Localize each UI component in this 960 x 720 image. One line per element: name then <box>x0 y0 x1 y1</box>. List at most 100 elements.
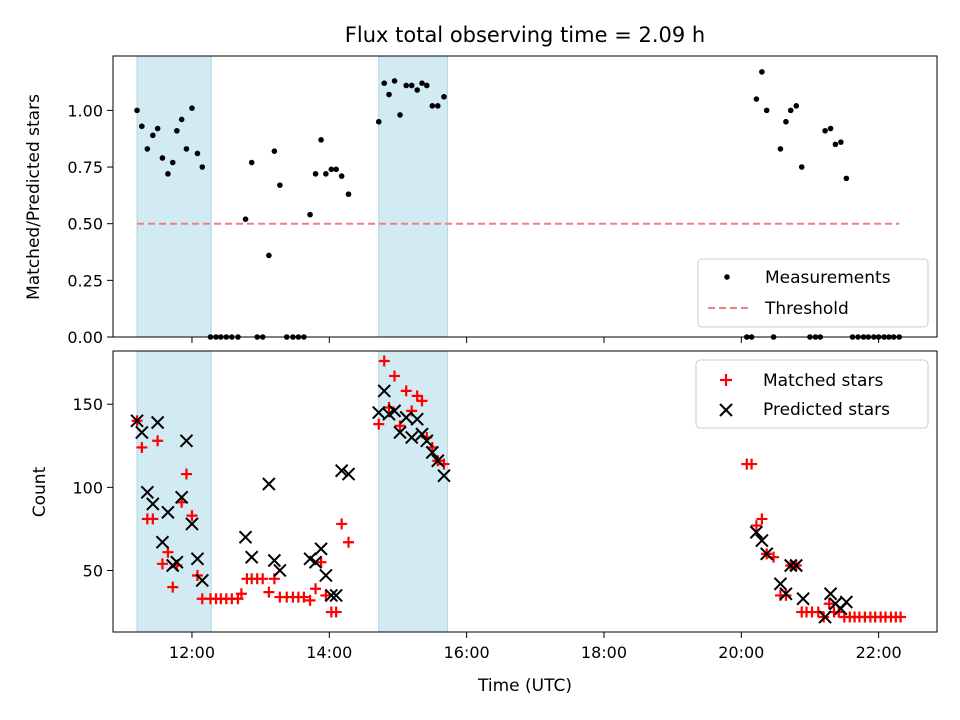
y-tick-label: 50 <box>83 561 103 580</box>
predicted-star-point <box>267 553 282 568</box>
predicted-star-point <box>179 434 194 448</box>
predicted-star-point <box>174 490 189 505</box>
measurement-point <box>134 107 140 114</box>
measurement-point <box>386 91 392 98</box>
predicted-stars-points <box>130 384 854 624</box>
predicted-star-point <box>425 445 440 460</box>
measurement-point <box>832 141 839 148</box>
predicted-star-point <box>140 485 155 500</box>
measurement-point <box>333 166 339 173</box>
predicted-star-point <box>773 577 788 591</box>
predicted-star-point <box>749 525 764 539</box>
predicted-star-point <box>437 468 451 483</box>
bottom-y-axis-label: Count <box>30 466 50 517</box>
measurement-point <box>441 93 447 100</box>
measurement-point <box>783 118 789 125</box>
x-tick-label: 18:00 <box>581 643 627 662</box>
legend-marker-matched-stars <box>720 374 732 386</box>
matched-stars-points <box>131 355 907 623</box>
matched-star-point <box>167 581 179 593</box>
top-panel: 0.00 0.25 0.50 0.75 1.00 Matched/Predicted s… <box>24 55 938 347</box>
matched-star-point <box>895 611 907 623</box>
predicted-star-point <box>818 610 832 624</box>
matched-star-point <box>152 435 164 447</box>
top-legend-box <box>697 258 929 328</box>
predicted-star-point <box>404 430 419 445</box>
measurement-point <box>345 191 352 198</box>
x-axis-label: Time (UTC) <box>477 676 572 696</box>
matched-star-point <box>235 588 247 600</box>
legend-label-measurements: Measurements <box>765 268 891 288</box>
matched-star-point <box>823 598 835 610</box>
top-x-ticks <box>191 337 880 343</box>
measurement-point <box>312 171 319 177</box>
matched-star-point <box>315 556 327 568</box>
chart-title: Flux total observing time = 2.09 h <box>345 23 705 47</box>
measurement-point <box>189 105 195 111</box>
predicted-star-point <box>308 555 323 569</box>
y-tick-label: 1.00 <box>67 101 103 120</box>
predicted-star-point <box>377 384 391 398</box>
measurement-point <box>763 107 770 114</box>
matched-star-point <box>389 370 401 382</box>
top-y-axis-label: Matched/Predicted stars <box>24 94 44 300</box>
measurement-point <box>183 146 190 152</box>
measurement-point <box>753 96 760 102</box>
matched-star-point <box>304 594 316 606</box>
predicted-star-point <box>170 555 184 569</box>
legend-marker-measurements <box>724 274 730 280</box>
matched-star-point <box>156 558 168 570</box>
legend-label-matched-stars: Matched stars <box>763 371 883 391</box>
top-legend: Measurements Threshold <box>697 258 929 328</box>
x-tick-label: 12:00 <box>169 643 215 662</box>
predicted-star-point <box>273 563 287 578</box>
predicted-star-point <box>415 427 429 441</box>
matched-star-point <box>257 573 269 585</box>
predicted-star-point <box>150 415 165 430</box>
predicted-star-point <box>755 533 769 548</box>
predicted-star-point <box>319 568 333 583</box>
measurement-point <box>381 80 388 86</box>
x-tick-label: 22:00 <box>856 643 902 662</box>
matched-star-point <box>383 402 395 414</box>
matched-star-point <box>180 468 192 480</box>
bottom-legend-box <box>695 359 929 429</box>
measurement-point <box>199 164 206 170</box>
measurement-point <box>271 148 278 154</box>
matched-star-point <box>812 606 824 618</box>
measurement-point <box>414 87 420 93</box>
y-tick-label: 0.00 <box>67 328 103 347</box>
measurement-point <box>827 125 834 132</box>
measurement-point <box>174 127 180 134</box>
measurement-point <box>429 103 436 109</box>
matched-star-point <box>416 395 428 407</box>
measurement-point <box>787 107 794 114</box>
measurement-point <box>307 211 313 218</box>
legend-label-threshold: Threshold <box>764 299 849 319</box>
y-tick-label: 0.25 <box>67 271 103 290</box>
predicted-star-point <box>759 547 774 561</box>
measurement-point <box>822 127 828 134</box>
measurement-point <box>194 150 201 157</box>
measurement-point <box>793 103 800 109</box>
measurement-point <box>154 125 161 132</box>
top-plot-frame <box>112 55 938 338</box>
measurement-point <box>165 171 171 177</box>
measurement-point <box>391 78 398 84</box>
predicted-star-point <box>410 412 424 426</box>
measurement-point <box>277 182 283 188</box>
measurement-point <box>424 82 430 89</box>
predicted-star-point <box>130 414 144 428</box>
predicted-star-point <box>823 587 838 601</box>
predicted-star-point <box>789 558 803 573</box>
predicted-star-point <box>135 425 149 440</box>
top-y-ticks: 0.00 0.25 0.50 0.75 1.00 <box>67 101 113 347</box>
shaded-span <box>136 55 212 338</box>
y-tick-label: 0.50 <box>67 215 103 234</box>
measurement-point <box>338 173 345 179</box>
measurement-point <box>323 171 329 177</box>
shaded-span <box>378 350 448 633</box>
measurement-point <box>434 103 441 109</box>
top-shaded-spans <box>136 55 448 338</box>
predicted-star-point <box>262 477 276 491</box>
